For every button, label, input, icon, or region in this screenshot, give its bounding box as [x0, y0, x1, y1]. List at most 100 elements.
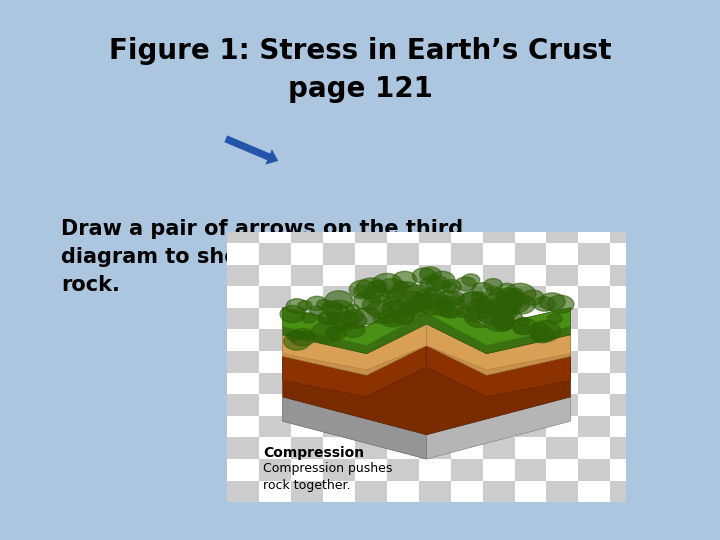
- Circle shape: [487, 286, 500, 296]
- Bar: [482, 308, 515, 329]
- Bar: [451, 394, 482, 416]
- Circle shape: [532, 323, 550, 335]
- Bar: [578, 373, 611, 394]
- Bar: [323, 329, 355, 351]
- Bar: [291, 243, 323, 265]
- Circle shape: [325, 291, 352, 309]
- Bar: [482, 286, 515, 308]
- Bar: [578, 221, 611, 243]
- Circle shape: [362, 295, 392, 315]
- Bar: [546, 221, 578, 243]
- Bar: [482, 200, 515, 221]
- Polygon shape: [283, 346, 426, 397]
- Bar: [258, 221, 291, 243]
- Circle shape: [496, 290, 523, 308]
- Circle shape: [504, 284, 536, 305]
- Bar: [515, 394, 546, 416]
- Bar: [355, 437, 387, 459]
- Bar: [227, 243, 258, 265]
- Circle shape: [438, 302, 452, 312]
- Circle shape: [468, 309, 484, 320]
- Bar: [482, 437, 515, 459]
- Bar: [642, 437, 675, 459]
- Bar: [387, 351, 418, 373]
- Circle shape: [392, 282, 421, 302]
- Circle shape: [413, 268, 436, 284]
- Bar: [418, 308, 451, 329]
- Bar: [642, 265, 675, 286]
- Bar: [387, 221, 418, 243]
- Bar: [515, 416, 546, 437]
- Circle shape: [342, 322, 365, 338]
- Circle shape: [464, 306, 496, 328]
- Bar: [451, 351, 482, 373]
- Bar: [227, 373, 258, 394]
- Bar: [546, 286, 578, 308]
- Circle shape: [539, 293, 565, 310]
- Bar: [482, 416, 515, 437]
- Bar: [291, 329, 323, 351]
- Circle shape: [487, 292, 510, 307]
- Bar: [546, 243, 578, 265]
- Bar: [611, 329, 642, 351]
- Circle shape: [300, 331, 312, 340]
- Circle shape: [521, 290, 544, 305]
- Bar: [418, 459, 451, 481]
- Bar: [291, 437, 323, 459]
- Bar: [418, 416, 451, 437]
- Circle shape: [287, 331, 302, 341]
- Circle shape: [398, 291, 428, 312]
- Circle shape: [437, 291, 461, 307]
- Circle shape: [392, 272, 417, 287]
- Bar: [515, 286, 546, 308]
- Bar: [611, 308, 642, 329]
- Circle shape: [387, 289, 404, 301]
- Bar: [482, 265, 515, 286]
- Bar: [578, 329, 611, 351]
- Bar: [451, 243, 482, 265]
- Circle shape: [487, 298, 516, 318]
- Circle shape: [547, 314, 562, 324]
- Bar: [451, 459, 482, 481]
- Bar: [291, 265, 323, 286]
- Bar: [611, 416, 642, 437]
- Polygon shape: [283, 324, 570, 375]
- Bar: [451, 200, 482, 221]
- Bar: [546, 265, 578, 286]
- Bar: [578, 308, 611, 329]
- Bar: [418, 481, 451, 502]
- Circle shape: [472, 282, 493, 297]
- Bar: [578, 265, 611, 286]
- Circle shape: [410, 298, 428, 310]
- Polygon shape: [283, 324, 426, 370]
- Bar: [291, 394, 323, 416]
- Circle shape: [495, 294, 522, 313]
- Bar: [546, 459, 578, 481]
- Bar: [355, 200, 387, 221]
- Circle shape: [394, 281, 409, 292]
- Bar: [387, 394, 418, 416]
- Circle shape: [443, 282, 456, 292]
- Circle shape: [500, 306, 518, 318]
- Circle shape: [364, 286, 390, 302]
- Bar: [227, 459, 258, 481]
- Bar: [451, 481, 482, 502]
- Bar: [258, 243, 291, 265]
- Circle shape: [326, 327, 338, 336]
- Bar: [515, 481, 546, 502]
- Bar: [387, 200, 418, 221]
- Bar: [258, 308, 291, 329]
- Circle shape: [330, 312, 358, 330]
- Bar: [258, 351, 291, 373]
- Bar: [515, 265, 546, 286]
- Bar: [387, 308, 418, 329]
- Circle shape: [346, 305, 359, 313]
- Bar: [227, 394, 258, 416]
- Bar: [323, 286, 355, 308]
- Circle shape: [531, 327, 554, 343]
- Bar: [323, 373, 355, 394]
- Bar: [482, 373, 515, 394]
- Circle shape: [464, 307, 486, 322]
- Circle shape: [356, 278, 387, 299]
- Bar: [578, 200, 611, 221]
